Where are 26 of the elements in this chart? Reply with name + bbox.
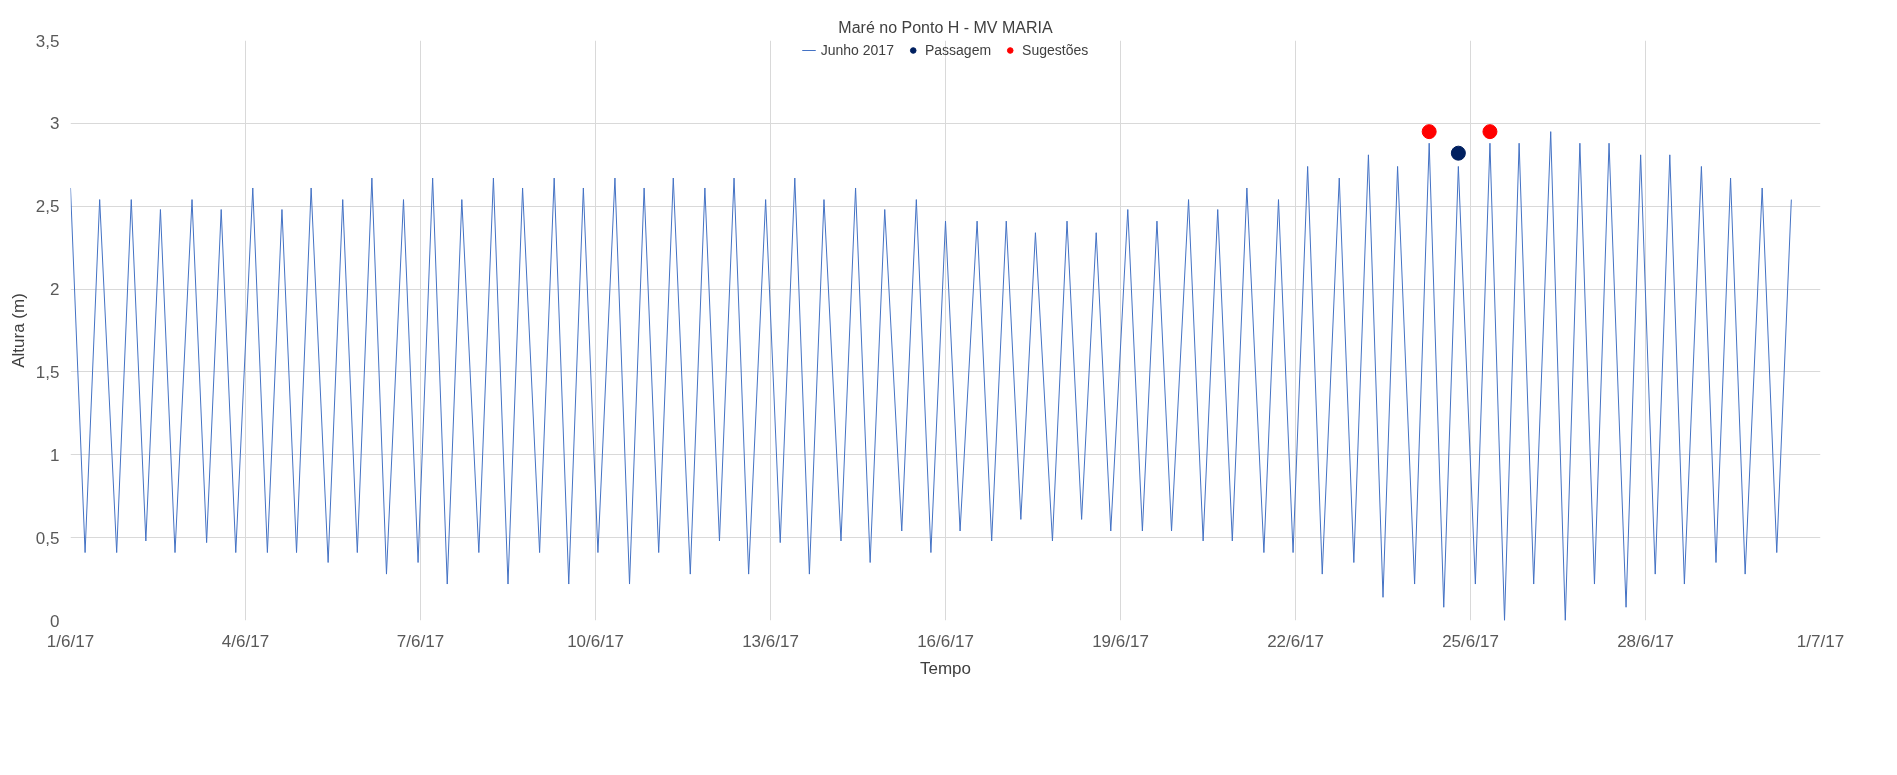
x-axis-title: Tempo (919, 658, 972, 678)
y-tick-label: 2,5 (35, 197, 60, 217)
x-tick-label: 25/6/17 (1442, 631, 1499, 651)
x-tick-label: 7/6/17 (396, 631, 445, 651)
legend-label: Passagem (924, 42, 992, 58)
x-tick-label: 13/6/17 (742, 631, 799, 651)
y-tick-label: 1,5 (35, 362, 60, 382)
x-tick-label: 22/6/17 (1267, 631, 1324, 651)
x-tick-label: 1/6/17 (46, 631, 95, 651)
x-tick-label: 16/6/17 (917, 631, 974, 651)
y-tick-label: 1 (50, 445, 60, 465)
x-tick-label: 1/7/17 (1796, 631, 1845, 651)
y-tick-label: 0,5 (35, 528, 60, 548)
y-tick-label: 2 (50, 280, 60, 300)
legend-label: Junho 2017 (820, 42, 894, 58)
y-tick-label: 3 (50, 114, 60, 134)
legend-label: Sugestões (1022, 42, 1089, 58)
y-tick-label: 0 (50, 611, 60, 631)
chart-title: Maré no Ponto H - MV MARIA (838, 18, 1053, 36)
y-tick-label: 3,5 (35, 31, 60, 51)
x-tick-label: 4/6/17 (221, 631, 270, 651)
x-tick-label: 10/6/17 (567, 631, 624, 651)
y-axis-title: Altura (m) (8, 293, 28, 368)
x-tick-label: 19/6/17 (1092, 631, 1149, 651)
x-tick-label: 28/6/17 (1617, 631, 1674, 651)
line-series (70, 131, 1792, 621)
